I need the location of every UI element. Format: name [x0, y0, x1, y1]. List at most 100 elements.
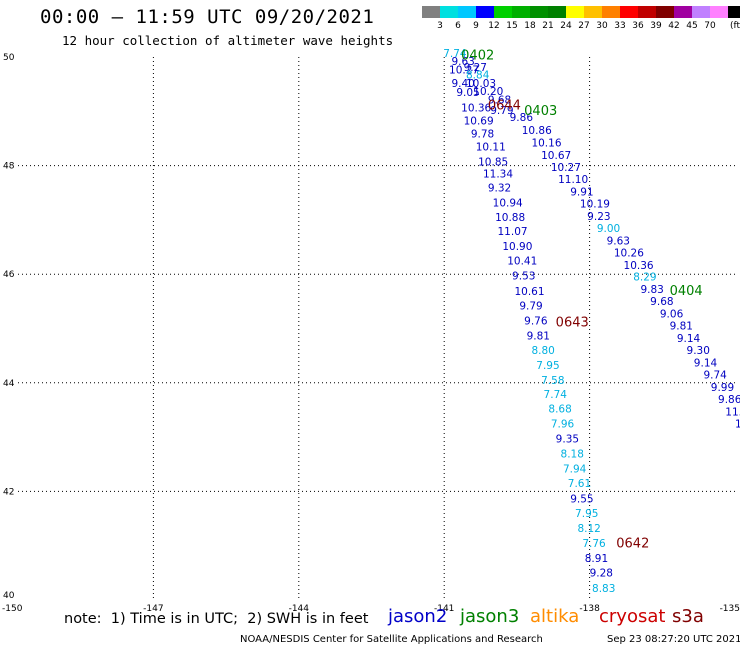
x-tick-label: -135 — [720, 604, 740, 614]
wave-height-label: 9.63 — [451, 56, 474, 68]
colorbar-label: 9 — [473, 21, 479, 31]
pass-time-label: 0642 — [616, 537, 649, 552]
colorbar-label: 27 — [578, 21, 590, 31]
wave-height-label: 7.58 — [541, 375, 564, 387]
colorbar-label: 12 — [488, 21, 500, 31]
wave-height-label: 8.91 — [585, 553, 608, 565]
wave-height-label: 9.86 — [510, 112, 534, 124]
y-tick-label: 50 — [3, 53, 15, 63]
pass-time-label: 0402 — [461, 49, 494, 64]
x-tick-label: -138 — [579, 604, 600, 614]
colorbar-swatch — [494, 6, 512, 18]
wave-height-label: 9.81 — [527, 330, 550, 342]
wave-height-label: 10.20 — [473, 86, 503, 98]
wave-height-label: 10.36 — [624, 260, 654, 272]
wave-height-label: 9.83 — [640, 284, 663, 296]
wave-height-label: 11.10 — [558, 174, 588, 186]
colorbar-label: 45 — [686, 21, 698, 31]
wave-height-label: 10.88 — [495, 212, 525, 224]
colorbar-swatch — [602, 6, 620, 18]
pass-time-label: 0643 — [556, 316, 589, 331]
colorbar-swatch — [530, 6, 548, 18]
satellite-jason3: jason3 — [460, 606, 520, 627]
grid-lines — [18, 57, 735, 600]
colorbar-swatch — [656, 6, 674, 18]
wave-height-label: 10.36 — [461, 102, 491, 114]
y-tick-label: 48 — [3, 162, 15, 172]
chart-title: 00:00 – 11:59 UTC 09/20/2021 — [40, 6, 375, 28]
wave-height-label: 9.23 — [587, 211, 610, 223]
y-tick-label: 40 — [3, 591, 15, 601]
wave-height-label: 9.76 — [524, 316, 548, 328]
wave-height-label: 8.83 — [592, 583, 615, 595]
colorbar-label: 33 — [614, 21, 626, 31]
x-tick-label: -150 — [2, 604, 23, 614]
colorbar-swatch — [674, 6, 692, 18]
wave-height-label: 9.28 — [590, 568, 613, 580]
wave-height-label: 9.68 — [488, 95, 511, 107]
wave-height-label: 9.35 — [556, 434, 579, 446]
wave-height-label: 8.68 — [548, 404, 571, 416]
x-tick-label: -144 — [289, 604, 310, 614]
wave-height-label: 8.84 — [466, 70, 490, 82]
wave-height-label: 10.27 — [449, 64, 479, 76]
wave-height-label: 10.67 — [541, 150, 571, 162]
wave-height-label: 10.26 — [614, 247, 644, 259]
wave-height-label: 9.00 — [597, 223, 620, 235]
colorbar-swatch — [620, 6, 638, 18]
wave-height-label: 7.94 — [563, 463, 587, 475]
wave-height-label: 10.11 — [476, 141, 506, 153]
wave-height-label: 10.19 — [580, 198, 610, 210]
wave-height-label: 9.05 — [456, 87, 479, 99]
wave-height-label: 9.06 — [660, 309, 684, 321]
pass-time-label: 0403 — [524, 104, 557, 119]
wave-height-label: 10.16 — [531, 138, 561, 150]
colorbar-label: 18 — [524, 21, 536, 31]
colorbar-label: 21 — [542, 21, 554, 31]
colorbar-swatch — [476, 6, 494, 18]
y-tick-label: 44 — [3, 379, 15, 389]
wave-height-label: 9.68 — [650, 296, 673, 308]
wave-height-label: 9.30 — [687, 345, 710, 357]
wave-height-label: 10.03 — [466, 78, 496, 90]
chart-subtitle: 12 hour collection of altimeter wave hei… — [62, 33, 394, 48]
colorbar-label: 6 — [455, 21, 461, 31]
wave-height-label: 9.14 — [677, 333, 701, 345]
wave-height-label: 9.81 — [670, 321, 693, 333]
colorbar-swatch — [710, 6, 728, 18]
wave-height-label: 11.27 — [725, 406, 740, 418]
wave-height-label: 7.76 — [582, 538, 606, 550]
wave-height-label: 10.85 — [478, 157, 508, 169]
wave-height-label: 9.79 — [490, 105, 513, 117]
colorbar-swatch — [566, 6, 584, 18]
colorbar-label: 3 — [437, 21, 443, 31]
colorbar-label: 24 — [560, 21, 572, 31]
wave-height-label: 9.55 — [570, 493, 593, 505]
wave-height-label: 9.32 — [488, 183, 511, 195]
wave-height-label: 7.61 — [568, 478, 591, 490]
wave-height-label: 10.90 — [502, 241, 532, 253]
wave-height-label: 10.94 — [735, 418, 740, 430]
colorbar-unit: (ft) — [730, 21, 740, 31]
x-tick-label: -141 — [434, 604, 454, 614]
pass-time-label: 0404 — [670, 284, 703, 299]
footer-note: note: 1) Time is in UTC; 2) SWH is in fe… — [64, 611, 369, 627]
x-tick-label: -147 — [143, 604, 163, 614]
wave-height-label: 10.86 — [522, 125, 552, 137]
wave-height-label: 10.41 — [507, 255, 537, 267]
wave-height-label: 11.34 — [483, 169, 513, 181]
colorbar-swatch — [458, 6, 476, 18]
wave-height-label: 9.78 — [471, 128, 494, 140]
wave-height-label: 9.53 — [512, 271, 535, 283]
colorbar-swatch — [692, 6, 710, 18]
wave-height-label: 7.96 — [551, 418, 575, 430]
pass-time-label: 0644 — [488, 98, 521, 113]
wave-height-label: 10.69 — [464, 115, 494, 127]
wave-height-label: 9.40 — [451, 78, 474, 90]
satellite-s3a: s3a — [672, 606, 704, 627]
wave-height-label: 9.14 — [694, 358, 718, 370]
wave-height-label: 10.27 — [551, 162, 581, 174]
wave-height-values: 7.749.639.2710.278.8410.039.4010.209.059… — [443, 48, 740, 595]
colorbar-label: 42 — [668, 21, 680, 31]
